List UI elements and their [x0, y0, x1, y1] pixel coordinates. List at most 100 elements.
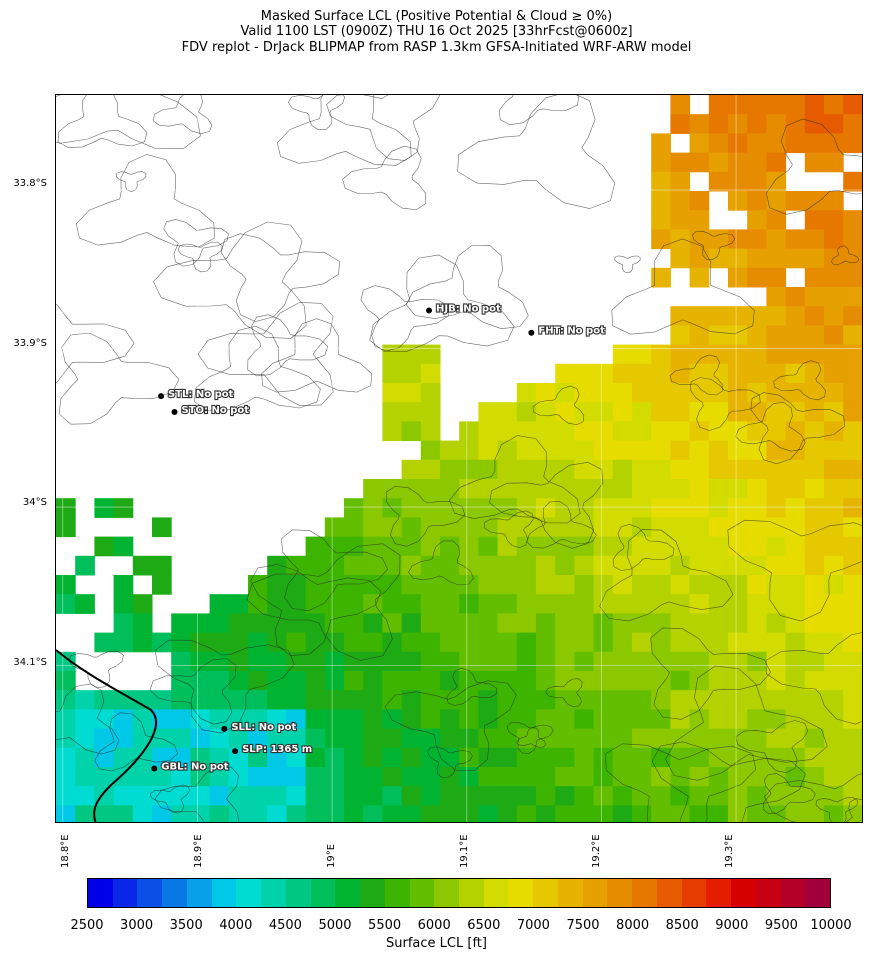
lcl-cell	[766, 651, 787, 672]
lcl-cell	[804, 690, 825, 710]
lcl-cell	[440, 651, 460, 672]
lcl-cell	[555, 459, 575, 480]
station-marker[interactable]: SLP: 1365 m	[232, 743, 313, 756]
lcl-cell	[824, 325, 844, 346]
map-plot-area[interactable]: HJB: No pot FHT: No pot STL: No pot STO: No…	[55, 94, 863, 823]
lcl-cell	[401, 613, 422, 634]
lcl-cell	[804, 440, 825, 461]
lcl-cell	[632, 363, 652, 384]
lcl-cell	[747, 421, 767, 442]
station-marker[interactable]: STL: No pot	[158, 388, 235, 401]
lcl-cell	[747, 267, 767, 288]
lcl-cell	[228, 786, 249, 806]
lcl-cell	[420, 479, 441, 499]
lcl-cell	[324, 517, 345, 538]
lcl-cell	[305, 690, 326, 710]
station-dot	[528, 329, 535, 336]
lcl-cell	[401, 767, 422, 787]
lcl-cell	[804, 747, 825, 768]
lcl-cell	[843, 287, 862, 307]
lcl-cell	[862, 249, 863, 269]
lcl-cell	[612, 479, 633, 499]
station-marker[interactable]: SLL: No pot	[221, 721, 298, 734]
station-marker[interactable]: HJB: No pot	[426, 302, 502, 316]
lcl-cell	[420, 632, 441, 653]
lcl-cell	[459, 728, 479, 749]
lcl-cell	[824, 152, 844, 173]
lcl-cell	[94, 805, 115, 822]
lcl-cell	[305, 709, 326, 730]
lcl-cell	[824, 229, 844, 250]
lcl-cell	[651, 613, 671, 634]
lcl-cell	[804, 248, 825, 269]
lcl-cell	[843, 248, 862, 269]
lcl-cell	[689, 267, 710, 288]
lcl-cell	[267, 613, 287, 634]
lcl-cell	[478, 536, 499, 557]
lcl-cell	[152, 575, 172, 595]
lcl-cell	[344, 728, 364, 749]
colorbar-segment	[236, 879, 262, 907]
colorbar-segment	[409, 879, 435, 907]
lcl-cell	[670, 402, 691, 422]
lcl-cell	[75, 786, 95, 806]
lcl-cell	[267, 575, 287, 595]
lcl-cell	[747, 767, 767, 787]
lcl-cell	[708, 152, 729, 173]
lcl-cell	[766, 267, 787, 288]
lcl-cell	[651, 651, 671, 672]
lcl-cell	[747, 632, 767, 653]
lcl-cell	[132, 786, 153, 806]
lcl-cell	[804, 498, 825, 518]
lcl-cell	[382, 594, 403, 614]
lcl-cell	[344, 805, 364, 822]
lcl-cell	[689, 383, 710, 403]
lcl-cell	[209, 690, 230, 710]
lcl-cell	[824, 786, 844, 806]
lcl-cell	[804, 767, 825, 787]
lcl-cell	[459, 594, 479, 614]
lcl-cell	[862, 556, 863, 576]
lcl-cell	[478, 690, 499, 710]
lcl-cell	[804, 95, 825, 115]
lcl-cell	[113, 613, 134, 634]
terrain-contour	[765, 632, 862, 725]
colorbar-segment	[731, 879, 756, 907]
lcl-cell	[305, 767, 326, 787]
lcl-cell	[267, 671, 287, 691]
lcl-cell	[401, 536, 422, 557]
colorbar-segment	[261, 879, 286, 907]
lcl-cell	[670, 651, 691, 672]
lcl-cell	[824, 632, 844, 653]
lcl-cell	[382, 421, 403, 442]
colorbar-segment	[607, 879, 633, 907]
lcl-cell	[459, 805, 479, 822]
lcl-cell	[804, 229, 825, 250]
lcl-cell	[56, 594, 76, 614]
lcl-cell	[593, 709, 614, 730]
lcl-cell	[497, 671, 518, 691]
lcl-cell	[689, 325, 710, 346]
lcl-cell	[708, 805, 729, 822]
lcl-cell	[478, 709, 499, 730]
lcl-cell	[363, 517, 383, 538]
lcl-cell	[555, 632, 575, 653]
station-marker[interactable]: GBL: No pot	[151, 760, 230, 774]
lcl-cell	[728, 632, 748, 653]
terrain-contour	[516, 727, 547, 748]
lcl-cell	[728, 114, 748, 134]
lcl-cell	[689, 594, 710, 614]
lcl-cell	[401, 402, 422, 422]
lcl-cell	[747, 747, 767, 768]
station-marker[interactable]: STO: No pot	[171, 404, 250, 417]
terrain-contour	[484, 510, 534, 548]
lcl-cell	[267, 786, 287, 806]
lcl-cell	[478, 479, 499, 499]
lcl-cell	[459, 555, 479, 576]
lcl-cell	[440, 594, 460, 614]
lcl-cell	[536, 402, 556, 422]
station-marker[interactable]: FHT: No pot	[528, 325, 606, 338]
lcl-cell	[843, 805, 862, 822]
station-label: STO: No pot	[182, 405, 250, 416]
lcl-cell	[708, 536, 729, 557]
